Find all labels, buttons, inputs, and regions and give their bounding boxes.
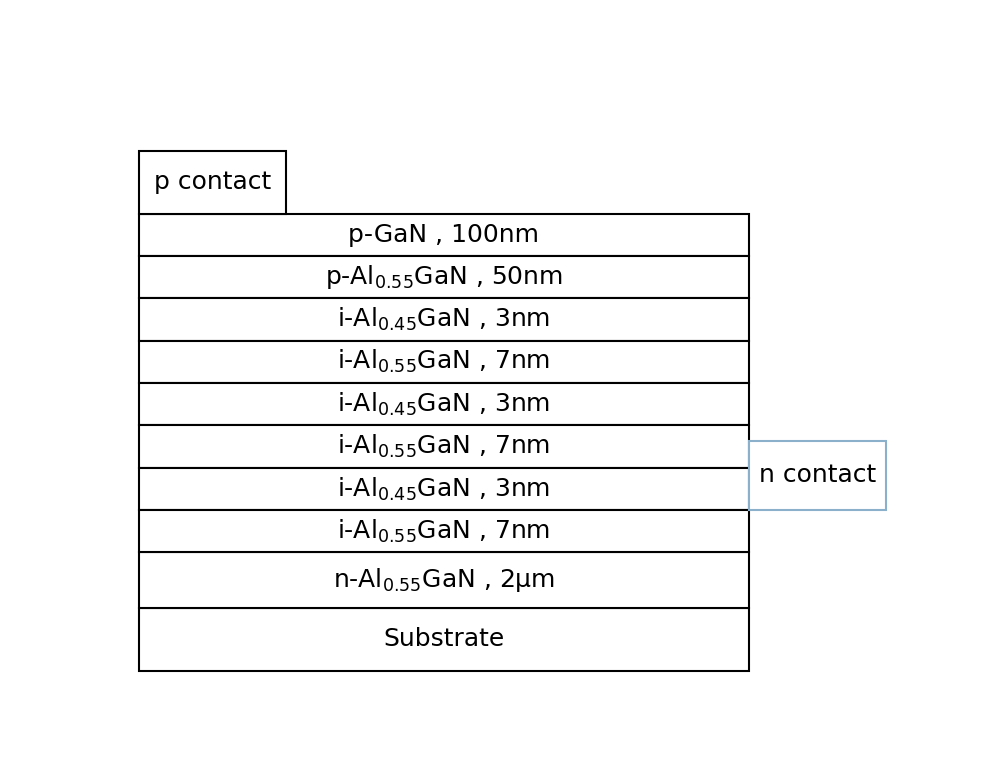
Bar <box>749 441 886 510</box>
Bar <box>139 256 749 298</box>
Bar <box>139 468 749 510</box>
Bar <box>139 608 749 671</box>
Bar <box>139 553 749 608</box>
Text: i-Al$_{0.55}$GaN , 7nm: i-Al$_{0.55}$GaN , 7nm <box>337 433 550 460</box>
Text: Substrate: Substrate <box>383 628 505 652</box>
Text: i-Al$_{0.45}$GaN , 3nm: i-Al$_{0.45}$GaN , 3nm <box>337 475 550 502</box>
Text: p-GaN , 100nm: p-GaN , 100nm <box>348 223 539 247</box>
Text: i-Al$_{0.55}$GaN , 7nm: i-Al$_{0.55}$GaN , 7nm <box>337 349 550 376</box>
Text: p-Al$_{0.55}$GaN , 50nm: p-Al$_{0.55}$GaN , 50nm <box>325 263 563 291</box>
Bar <box>139 151 286 213</box>
Text: n contact: n contact <box>759 464 876 488</box>
Bar <box>139 298 749 341</box>
Text: p contact: p contact <box>154 170 271 194</box>
Text: n-Al$_{0.55}$GaN , 2μm: n-Al$_{0.55}$GaN , 2μm <box>333 566 555 594</box>
Text: i-Al$_{0.45}$GaN , 3nm: i-Al$_{0.45}$GaN , 3nm <box>337 306 550 333</box>
Bar <box>139 213 749 256</box>
Bar <box>139 510 749 553</box>
Bar <box>139 383 749 425</box>
Text: i-Al$_{0.45}$GaN , 3nm: i-Al$_{0.45}$GaN , 3nm <box>337 390 550 418</box>
Bar <box>139 425 749 468</box>
Text: i-Al$_{0.55}$GaN , 7nm: i-Al$_{0.55}$GaN , 7nm <box>337 518 550 545</box>
Bar <box>139 341 749 383</box>
